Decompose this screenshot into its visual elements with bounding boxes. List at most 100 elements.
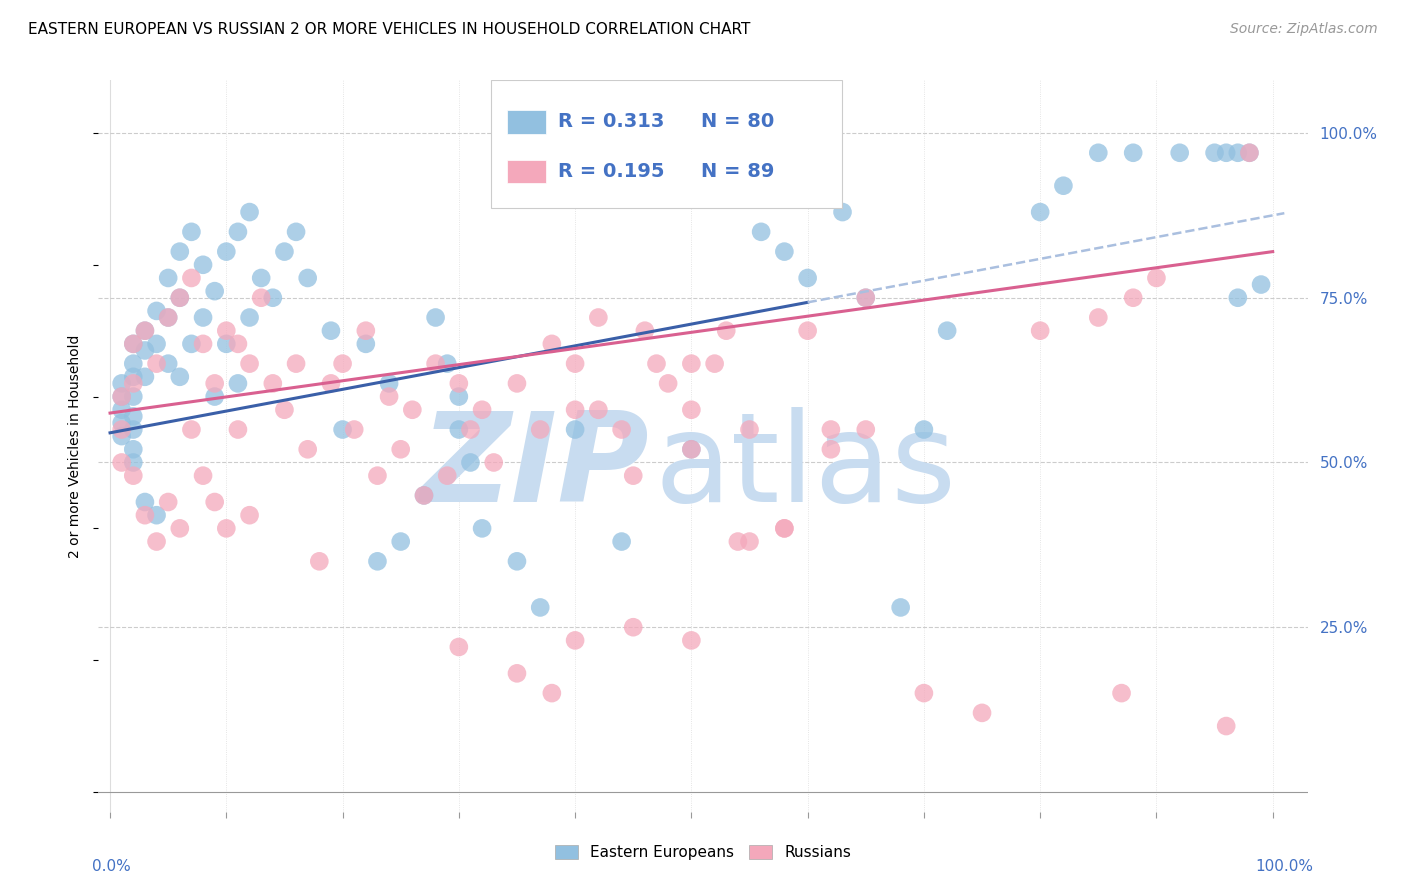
Point — [366, 554, 388, 568]
Point — [447, 390, 470, 404]
Point — [970, 706, 993, 720]
Point — [215, 244, 238, 259]
Point — [1087, 310, 1109, 325]
Point — [239, 205, 262, 219]
Point — [716, 324, 738, 338]
Point — [749, 225, 772, 239]
Point — [111, 390, 134, 404]
Point — [855, 423, 877, 437]
Point — [169, 291, 191, 305]
Point — [1029, 205, 1052, 219]
Point — [204, 284, 226, 298]
Point — [215, 324, 238, 338]
Point — [564, 402, 586, 417]
Point — [122, 336, 145, 351]
Point — [529, 423, 551, 437]
Point — [180, 225, 202, 239]
Point — [831, 205, 853, 219]
Legend: Eastern Europeans, Russians: Eastern Europeans, Russians — [548, 839, 858, 866]
Point — [180, 336, 202, 351]
Point — [506, 376, 529, 391]
Point — [447, 376, 470, 391]
Point — [1215, 145, 1237, 160]
Point — [506, 666, 529, 681]
Point — [111, 390, 134, 404]
Point — [389, 534, 412, 549]
Point — [447, 640, 470, 654]
Text: 0.0%: 0.0% — [93, 859, 131, 874]
Point — [413, 488, 436, 502]
Point — [796, 271, 818, 285]
Point — [343, 423, 366, 437]
Point — [111, 455, 134, 469]
Point — [378, 376, 401, 391]
Point — [1029, 324, 1052, 338]
Point — [111, 376, 134, 391]
Point — [378, 390, 401, 404]
Point — [681, 357, 703, 371]
Point — [681, 633, 703, 648]
Point — [273, 244, 295, 259]
Point — [855, 291, 877, 305]
Point — [111, 423, 134, 437]
Point — [564, 357, 586, 371]
Point — [250, 271, 273, 285]
Point — [471, 402, 494, 417]
Point — [425, 310, 447, 325]
Point — [1204, 145, 1226, 160]
FancyBboxPatch shape — [508, 111, 546, 134]
Text: 100.0%: 100.0% — [1256, 859, 1313, 874]
Point — [215, 336, 238, 351]
Point — [204, 495, 226, 509]
Point — [332, 357, 354, 371]
Point — [657, 376, 679, 391]
Point — [540, 336, 562, 351]
Point — [727, 534, 749, 549]
Point — [319, 376, 342, 391]
Point — [111, 402, 134, 417]
Text: Source: ZipAtlas.com: Source: ZipAtlas.com — [1230, 22, 1378, 37]
Point — [226, 376, 249, 391]
FancyBboxPatch shape — [508, 160, 546, 184]
Point — [122, 376, 145, 391]
Point — [297, 442, 319, 457]
Point — [773, 244, 796, 259]
Point — [226, 336, 249, 351]
Point — [413, 488, 436, 502]
Point — [122, 423, 145, 437]
Point — [1122, 291, 1144, 305]
Point — [145, 508, 167, 523]
Point — [157, 310, 180, 325]
Point — [157, 357, 180, 371]
Point — [169, 244, 191, 259]
Text: N = 89: N = 89 — [700, 162, 773, 181]
Point — [681, 442, 703, 457]
Point — [436, 468, 458, 483]
Point — [681, 442, 703, 457]
Point — [610, 534, 633, 549]
Point — [204, 390, 226, 404]
Point — [773, 521, 796, 535]
Text: ZIP: ZIP — [420, 408, 648, 528]
Point — [157, 310, 180, 325]
Point — [564, 633, 586, 648]
Point — [855, 291, 877, 305]
Point — [482, 455, 505, 469]
Point — [169, 291, 191, 305]
Point — [157, 495, 180, 509]
Point — [1111, 686, 1133, 700]
Point — [134, 508, 156, 523]
Point — [180, 423, 202, 437]
Point — [226, 423, 249, 437]
Point — [239, 357, 262, 371]
Point — [122, 442, 145, 457]
Point — [820, 442, 842, 457]
Point — [145, 534, 167, 549]
Point — [285, 225, 308, 239]
Point — [134, 324, 156, 338]
Point — [1239, 145, 1261, 160]
Point — [1250, 277, 1272, 292]
Point — [389, 442, 412, 457]
Point — [1226, 291, 1249, 305]
Point — [191, 336, 214, 351]
